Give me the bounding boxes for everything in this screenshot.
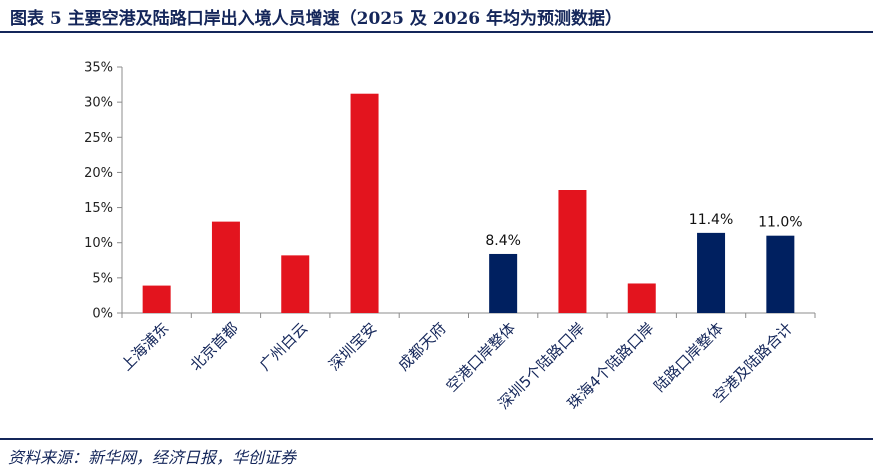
bar-6 (489, 253, 518, 313)
y-tick-label: 30% (84, 96, 113, 111)
data-label: 11.4% (689, 212, 733, 228)
figure-title: 图表 5 主要空港及陆路口岸出入境人员增速（2025 及 2026 年均为预测数… (10, 9, 623, 29)
title-divider (0, 31, 873, 33)
bar-7 (558, 190, 587, 313)
bar-3 (281, 255, 310, 313)
bar-4 (350, 93, 379, 313)
category-label: 广州白云 (256, 319, 311, 374)
category-label: 深圳宝安 (325, 319, 380, 374)
bar-9 (697, 232, 726, 313)
bar-8 (627, 283, 656, 313)
category-label: 上海浦东 (117, 319, 172, 374)
y-tick-label: 35% (84, 61, 113, 76)
footer-divider (0, 438, 873, 440)
category-label: 陆路口岸整体 (650, 319, 726, 395)
category-label: 空港口岸整体 (443, 319, 519, 395)
bar-10 (766, 235, 795, 313)
category-label: 成都天府 (395, 319, 450, 374)
data-label: 8.4% (485, 233, 521, 249)
y-tick-label: 15% (84, 201, 113, 216)
y-tick-label: 10% (84, 236, 113, 251)
y-tick-label: 20% (84, 166, 113, 181)
y-tick-label: 0% (92, 307, 113, 322)
bar-1 (142, 285, 171, 313)
source-note: 资料来源：新华网，经济日报，华创证券 (8, 448, 297, 467)
category-label: 北京首都 (187, 319, 242, 374)
y-tick-label: 5% (92, 271, 113, 286)
y-tick-label: 25% (84, 131, 113, 146)
bar-2 (211, 221, 240, 313)
data-label: 11.0% (758, 215, 802, 231)
